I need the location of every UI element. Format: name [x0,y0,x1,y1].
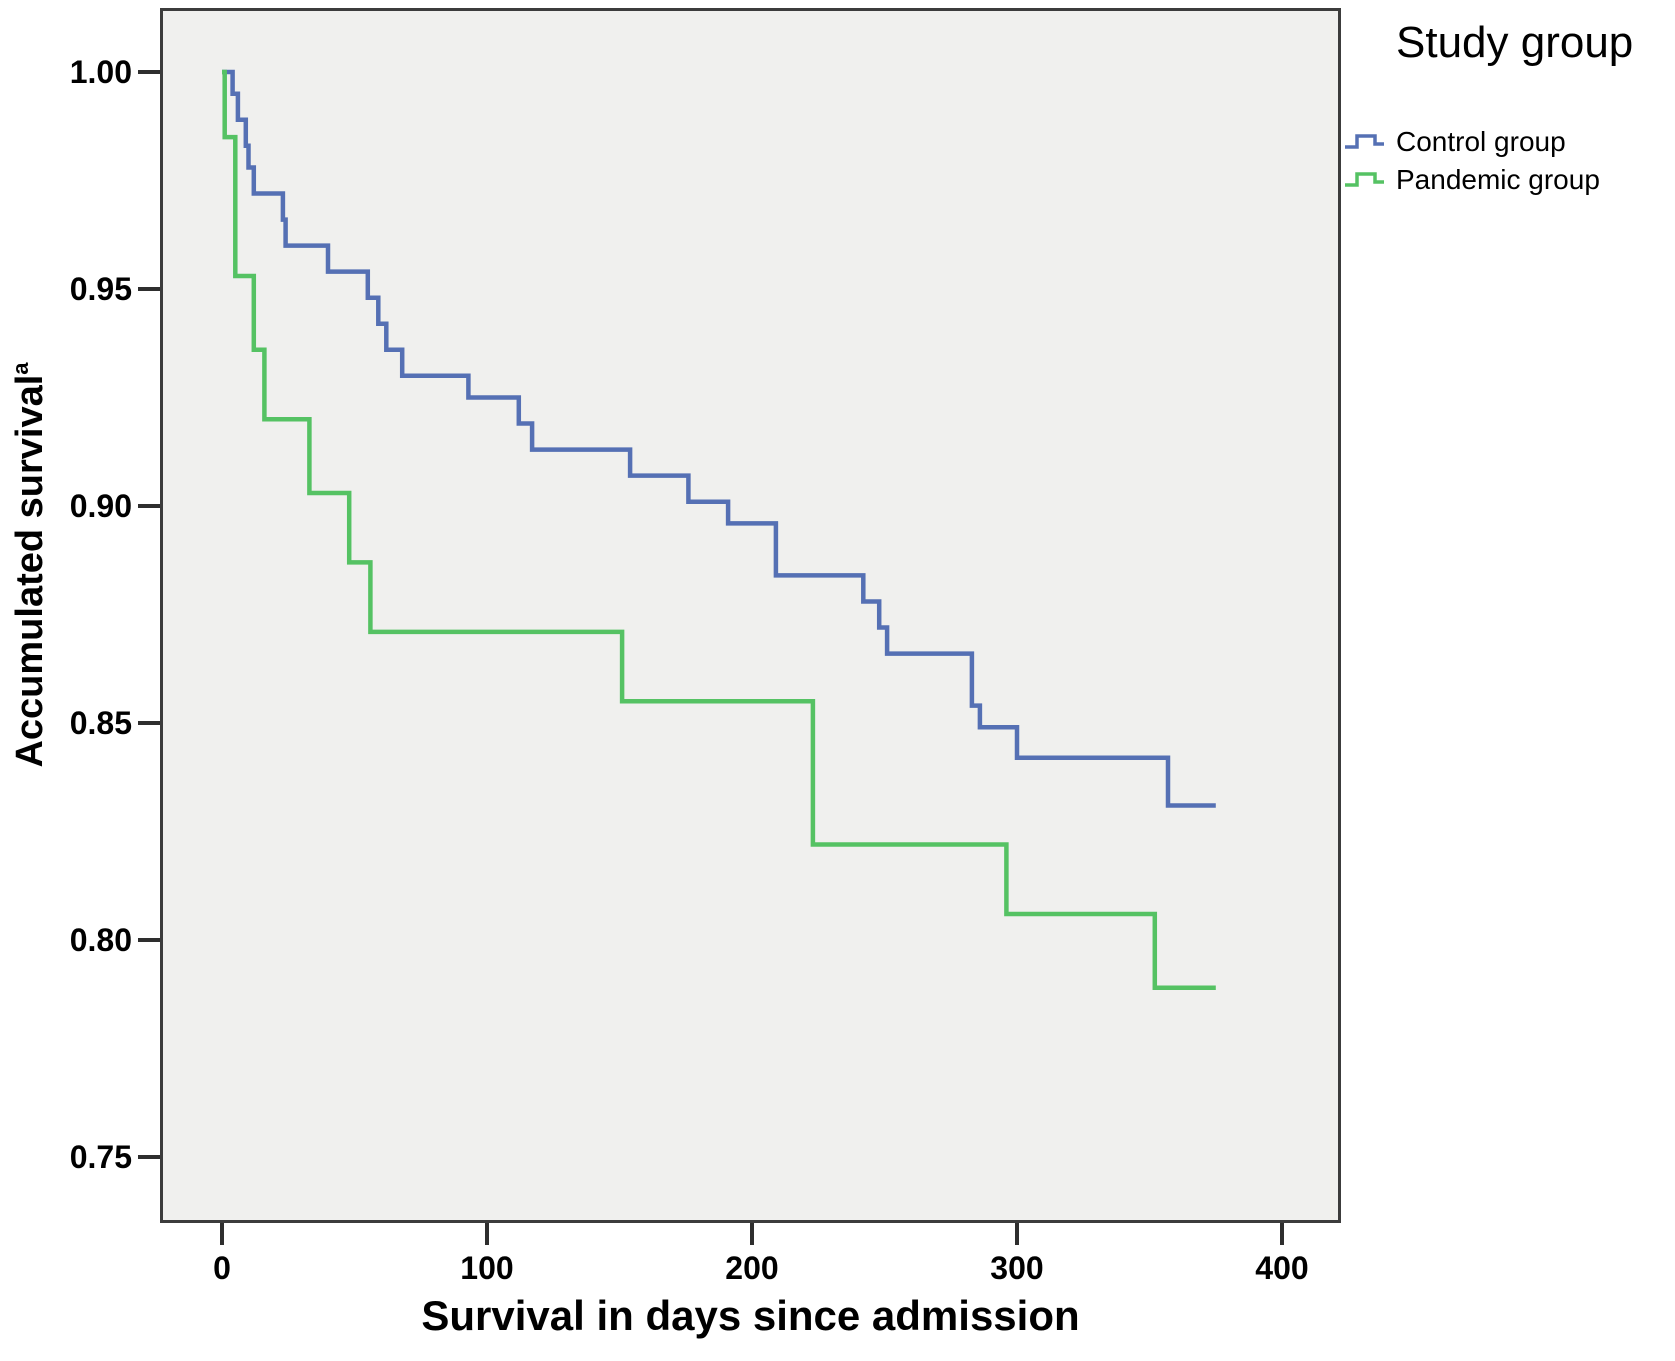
y-tick-label: 0.90 [69,488,132,524]
legend-items: Control group Pandemic group [1344,126,1672,196]
y-tick-label: 1.00 [69,54,132,90]
y-axis-footnote-marker: a [8,362,34,375]
x-axis-title: Survival in days since admission [421,1292,1080,1339]
y-tick-label: 0.80 [69,922,132,958]
y-tick-label: 0.95 [69,271,132,307]
legend-item-label: Pandemic group [1396,164,1600,195]
y-axis-title-text: Accumulated survival [8,374,51,768]
y-tick-mark [138,287,160,291]
y-axis-title: Accumulated survivala [8,362,52,767]
y-tick-label: 0.75 [69,1139,132,1175]
legend-item-pandemic-group: Pandemic group [1344,164,1672,196]
survival-curves-svg [222,69,1216,990]
y-tick-mark [138,1155,160,1159]
legend-line-sample-icon [1345,172,1384,187]
legend-item-control-group: Control group [1344,126,1672,158]
x-tick-label: 300 [990,1250,1044,1286]
x-tick-label: 400 [1255,1250,1309,1286]
legend-line-sample-icon [1345,134,1384,149]
legend-title: Study group [1396,18,1634,67]
x-tick-label: 100 [460,1250,514,1286]
legend-item-label: Control group [1396,126,1566,157]
y-tick-mark [138,504,160,508]
x-tick-mark [1280,1223,1284,1245]
y-tick-mark [138,938,160,942]
x-tick-mark [485,1223,489,1245]
x-tick-mark [220,1223,224,1245]
x-tick-label: 200 [725,1250,779,1286]
legend: Study group Control group Pandemic group [1344,18,1672,202]
y-tick-mark [138,70,160,74]
control-group-curve [222,69,1216,808]
x-tick-label: 0 [213,1250,231,1286]
pandemic-group-curve [222,69,1216,990]
x-tick-mark [750,1223,754,1245]
y-tick-label: 0.85 [69,705,132,741]
plot-area [160,8,1341,1223]
y-tick-mark [138,721,160,725]
x-tick-mark [1015,1223,1019,1245]
